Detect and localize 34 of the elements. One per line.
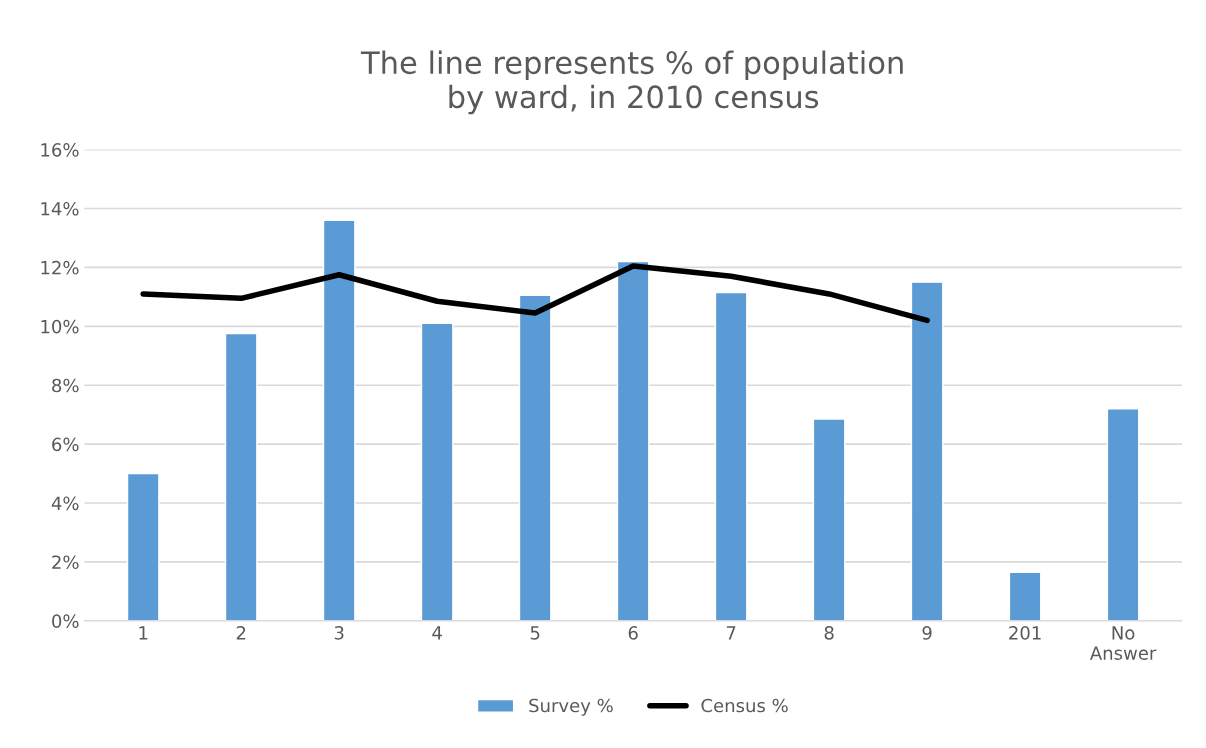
x-tick-label: 3 — [334, 626, 344, 640]
bar — [420, 322, 454, 621]
x-tick-label: 4 — [432, 626, 442, 640]
bar — [910, 281, 944, 621]
y-tick-label: 0% — [52, 614, 79, 628]
bar — [1008, 571, 1042, 621]
x-tick-label: 6 — [628, 626, 638, 640]
x-tick-label: 2 — [236, 626, 246, 640]
x-tick-label: 7 — [726, 626, 736, 640]
bar — [322, 219, 356, 621]
y-tick-label: 6% — [52, 437, 79, 452]
chart-title: The line represents % of population by ward, in 2010 census — [360, 50, 903, 115]
x-tick-label: 5 — [530, 626, 540, 640]
x-tick-label: 9 — [922, 626, 932, 640]
bar — [518, 294, 552, 621]
y-tick-label: 2% — [52, 555, 79, 570]
legend-label: Census % — [701, 698, 788, 713]
legend-label: Survey % — [529, 698, 613, 716]
x-tick-label: 1 — [139, 626, 148, 640]
y-tick-label: 4% — [51, 496, 79, 511]
x-tick-label: No Answer — [1089, 626, 1157, 660]
bar — [812, 418, 846, 621]
x-tick-label: 8 — [824, 626, 834, 640]
y-tick-label: 12% — [41, 260, 79, 275]
bar — [1106, 408, 1140, 621]
y-tick-label: 10% — [41, 319, 79, 334]
bar — [714, 291, 748, 621]
x-tick-label: 201 — [1009, 626, 1041, 640]
bar — [126, 472, 160, 621]
y-tick-label: 16% — [41, 143, 79, 157]
bar — [224, 332, 258, 621]
bar — [616, 260, 650, 621]
y-tick-label: 14% — [41, 201, 79, 216]
y-tick-label: 8% — [52, 378, 79, 393]
